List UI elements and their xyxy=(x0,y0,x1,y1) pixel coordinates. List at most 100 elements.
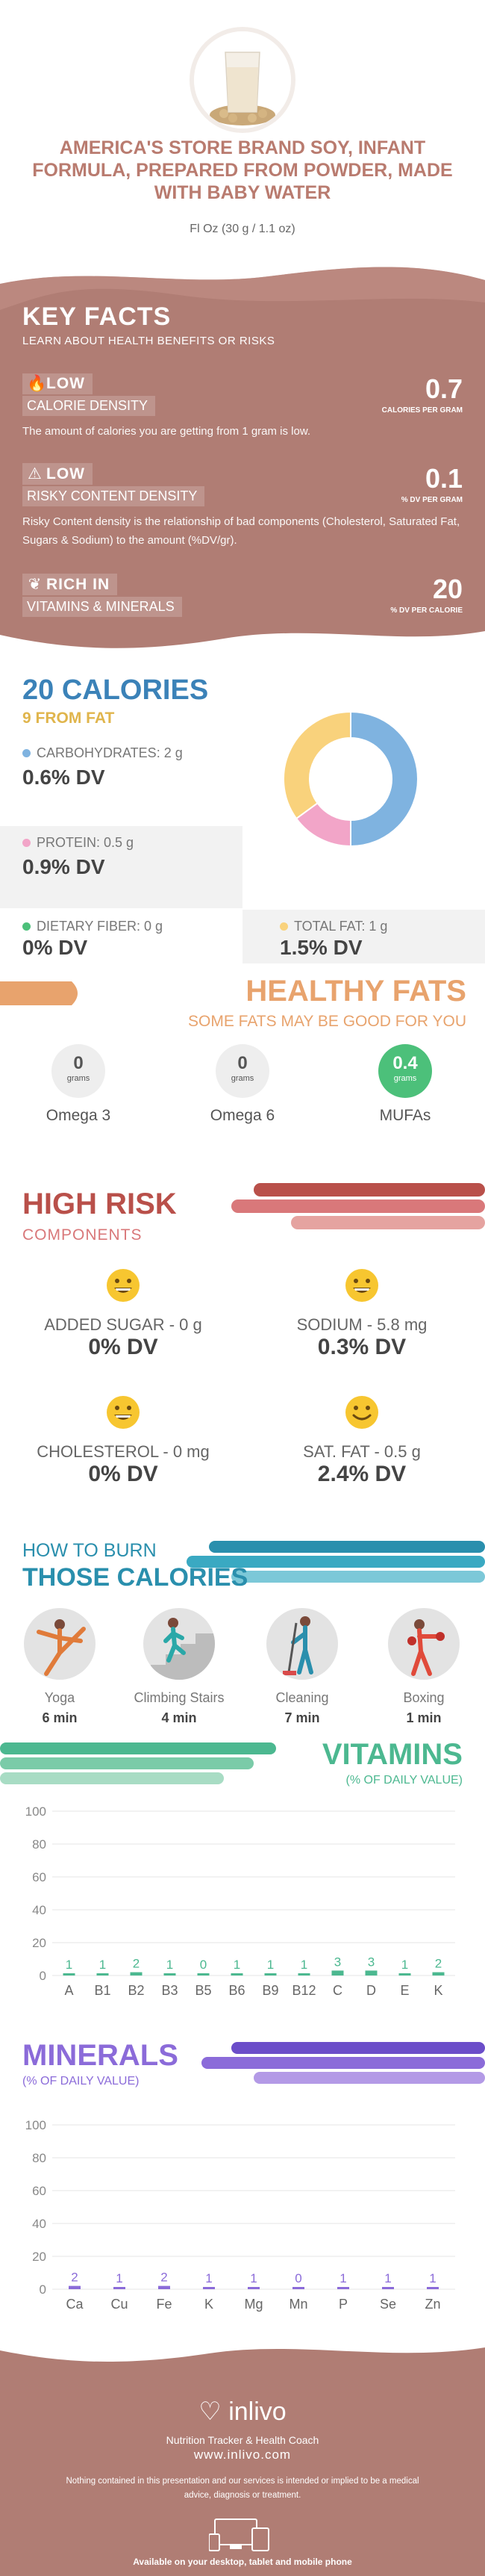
product-image xyxy=(194,31,291,128)
fact-unit: % DV PER CALORIE xyxy=(390,606,463,615)
key-facts-subtitle: LEARN ABOUT HEALTH BENEFITS OR RISKS xyxy=(22,335,275,347)
fat-label: Omega 3 xyxy=(46,1107,111,1124)
y-tick-label: 20 xyxy=(32,2250,46,2264)
fat-mufas: 0.4 grams MUFAs xyxy=(349,1044,461,1125)
fact-badge: ⚠ LOW xyxy=(22,463,93,485)
fat-dot xyxy=(280,922,288,931)
fact-badge: 🔥LOW xyxy=(22,373,93,394)
bar-se xyxy=(382,2287,394,2289)
x-tick-label: Se xyxy=(380,2297,396,2312)
high-risk-subtitle: COMPONENTS xyxy=(22,1226,143,1244)
bar-b12 xyxy=(298,1973,310,1976)
footer: ♡ inlivo Nutrition Tracker & Health Coac… xyxy=(0,2340,485,2576)
risk-dv: 2.4% DV xyxy=(317,1462,407,1486)
x-tick-label: P xyxy=(339,2297,348,2312)
activity-climbing-stairs: Climbing Stairs 4 min xyxy=(127,1608,231,1726)
high-risk-title: HIGH RISK xyxy=(22,1188,177,1220)
risk-decor-stripes xyxy=(231,1183,485,1229)
macro-dv: 0.9% DV xyxy=(22,855,105,878)
y-tick-label: 0 xyxy=(40,1969,46,1983)
bar-a xyxy=(63,1973,75,1976)
fat-omega-6: 0 grams Omega 6 xyxy=(187,1044,298,1125)
bar-d xyxy=(365,1970,378,1976)
bar-k xyxy=(432,1972,445,1976)
bar-value-label: 0 xyxy=(200,1958,207,1972)
bar-value-label: 1 xyxy=(66,1958,72,1972)
bar-value-label: 1 xyxy=(267,1958,274,1972)
fiber-dot xyxy=(22,922,31,931)
macro-label: PROTEIN: 0.5 g xyxy=(37,835,134,850)
bar-b5 xyxy=(197,1973,210,1976)
vitamins-subtitle: (% OF DAILY VALUE) xyxy=(345,1774,463,1787)
macro-label: CARBOHYDRATES: 2 g xyxy=(37,745,183,760)
x-tick-label: Mg xyxy=(244,2297,263,2312)
inlivo-logo[interactable]: ♡ inlivo xyxy=(198,2397,287,2426)
x-tick-label: Ca xyxy=(66,2297,84,2312)
fact-name: VITAMINS & MINERALS xyxy=(22,597,182,617)
footer-available: Available on your desktop, tablet and mo… xyxy=(133,2557,352,2567)
x-tick-label: Zn xyxy=(425,2297,440,2312)
serving-size: Fl Oz (30 g / 1.1 oz) xyxy=(190,223,295,235)
risk-label: ADDED SUGAR - 0 g xyxy=(44,1315,202,1334)
bar-fe xyxy=(158,2285,170,2289)
risk-label: SODIUM - 5.8 mg xyxy=(296,1315,428,1334)
fact-calorie-density: 🔥LOW CALORIE DENSITY 0.7 CALORIES PER GR… xyxy=(22,373,463,441)
x-tick-label: K xyxy=(434,1983,442,1998)
bar-value-label: 1 xyxy=(384,2271,391,2285)
y-tick-label: 60 xyxy=(32,1870,46,1884)
bar-b6 xyxy=(231,1973,243,1976)
footer-url[interactable]: www.inlivo.com xyxy=(193,2448,292,2462)
key-facts-section: KEY FACTS LEARN ABOUT HEALTH BENEFITS OR… xyxy=(0,0,485,656)
devices-icon xyxy=(209,2518,269,2551)
fat-amount-circle: 0 grams xyxy=(51,1044,105,1098)
activity-name: Boxing xyxy=(403,1690,445,1705)
x-tick-label: E xyxy=(400,1983,409,1998)
risk-dv: 0.3% DV xyxy=(317,1335,407,1359)
activity-time: 6 min xyxy=(42,1710,78,1725)
fact-value: 20 xyxy=(432,574,463,604)
bar-value-label: 1 xyxy=(116,2271,122,2285)
risk-added-sugar: ADDED SUGAR - 0 g 0% DV xyxy=(19,1268,228,1360)
y-tick-label: 40 xyxy=(32,2217,46,2231)
bar-value-label: 2 xyxy=(133,1957,140,1971)
x-tick-label: B3 xyxy=(161,1983,178,1998)
y-tick-label: 0 xyxy=(40,2282,46,2297)
fact-description: Risky Content density is the relationshi… xyxy=(22,515,460,547)
macro-label: TOTAL FAT: 1 g xyxy=(294,919,388,934)
activity-name: Cleaning xyxy=(275,1690,329,1705)
fat-amount-circle: 0 grams xyxy=(216,1044,269,1098)
warning-icon: ⚠ xyxy=(28,465,43,482)
fact-risky-content: ⚠ LOW RISKY CONTENT DENSITY 0.1 % DV PER … xyxy=(22,463,463,550)
y-tick-label: 40 xyxy=(32,1903,46,1917)
y-tick-label: 80 xyxy=(32,1837,46,1852)
header-section: AMERICA'S STORE BRAND SOY, INFANT FORMUL… xyxy=(0,0,485,258)
x-tick-label: B9 xyxy=(262,1983,278,1998)
burn-title-line2: THOSE CALORIES xyxy=(22,1563,248,1592)
bar-value-label: 1 xyxy=(205,2271,212,2285)
leaf-icon: ❦ xyxy=(28,576,43,593)
cleaning-icon xyxy=(266,1608,338,1680)
y-tick-label: 100 xyxy=(25,2118,46,2132)
healthy-fats-title: HEALTHY FATS xyxy=(245,975,466,1008)
x-tick-label: A xyxy=(64,1983,73,1998)
fact-unit: % DV PER GRAM xyxy=(401,496,463,504)
bar-ca xyxy=(69,2285,81,2289)
macro-dv: 0.6% DV xyxy=(22,766,105,789)
calories-from-fat: 9 FROM FAT xyxy=(22,710,115,727)
activity-cleaning: Cleaning 7 min xyxy=(250,1608,354,1726)
minerals-decor-stripes xyxy=(201,2042,485,2084)
risk-dv: 0% DV xyxy=(88,1462,158,1486)
bar-value-label: 1 xyxy=(429,2271,436,2285)
fats-decor-stripe xyxy=(0,981,78,1005)
footer-tagline: Nutrition Tracker & Health Coach xyxy=(166,2434,319,2446)
fact-value: 0.1 xyxy=(425,463,463,494)
grin-smiley-icon xyxy=(345,1269,378,1302)
vitamins-section: VITAMINS (% OF DAILY VALUE) 0 20 40 60 80 100… xyxy=(0,1731,485,2028)
activity-time: 7 min xyxy=(284,1710,320,1725)
bar-value-label: 2 xyxy=(71,2271,78,2285)
x-tick-label: Mn xyxy=(289,2297,307,2312)
smile-smiley-icon xyxy=(345,1396,378,1429)
activity-name: Yoga xyxy=(44,1690,75,1705)
carbs-dot xyxy=(22,749,31,757)
bar-value-label: 1 xyxy=(99,1958,106,1972)
